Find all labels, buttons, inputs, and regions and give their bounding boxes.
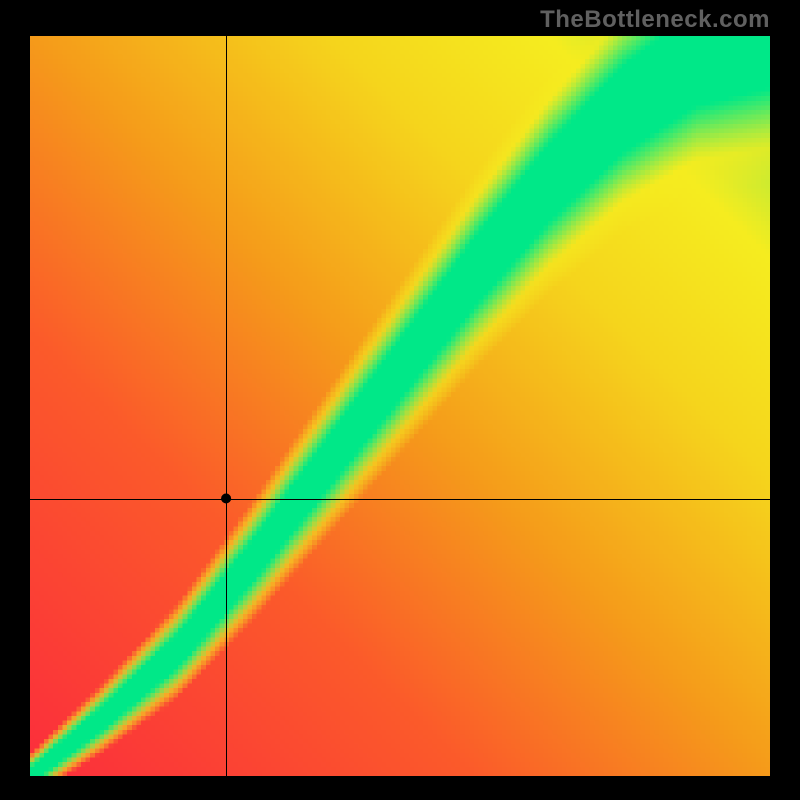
plot-area (30, 36, 770, 776)
heatmap-canvas (30, 36, 770, 776)
chart-frame: TheBottleneck.com (0, 0, 800, 800)
watermark-text: TheBottleneck.com (540, 6, 770, 34)
